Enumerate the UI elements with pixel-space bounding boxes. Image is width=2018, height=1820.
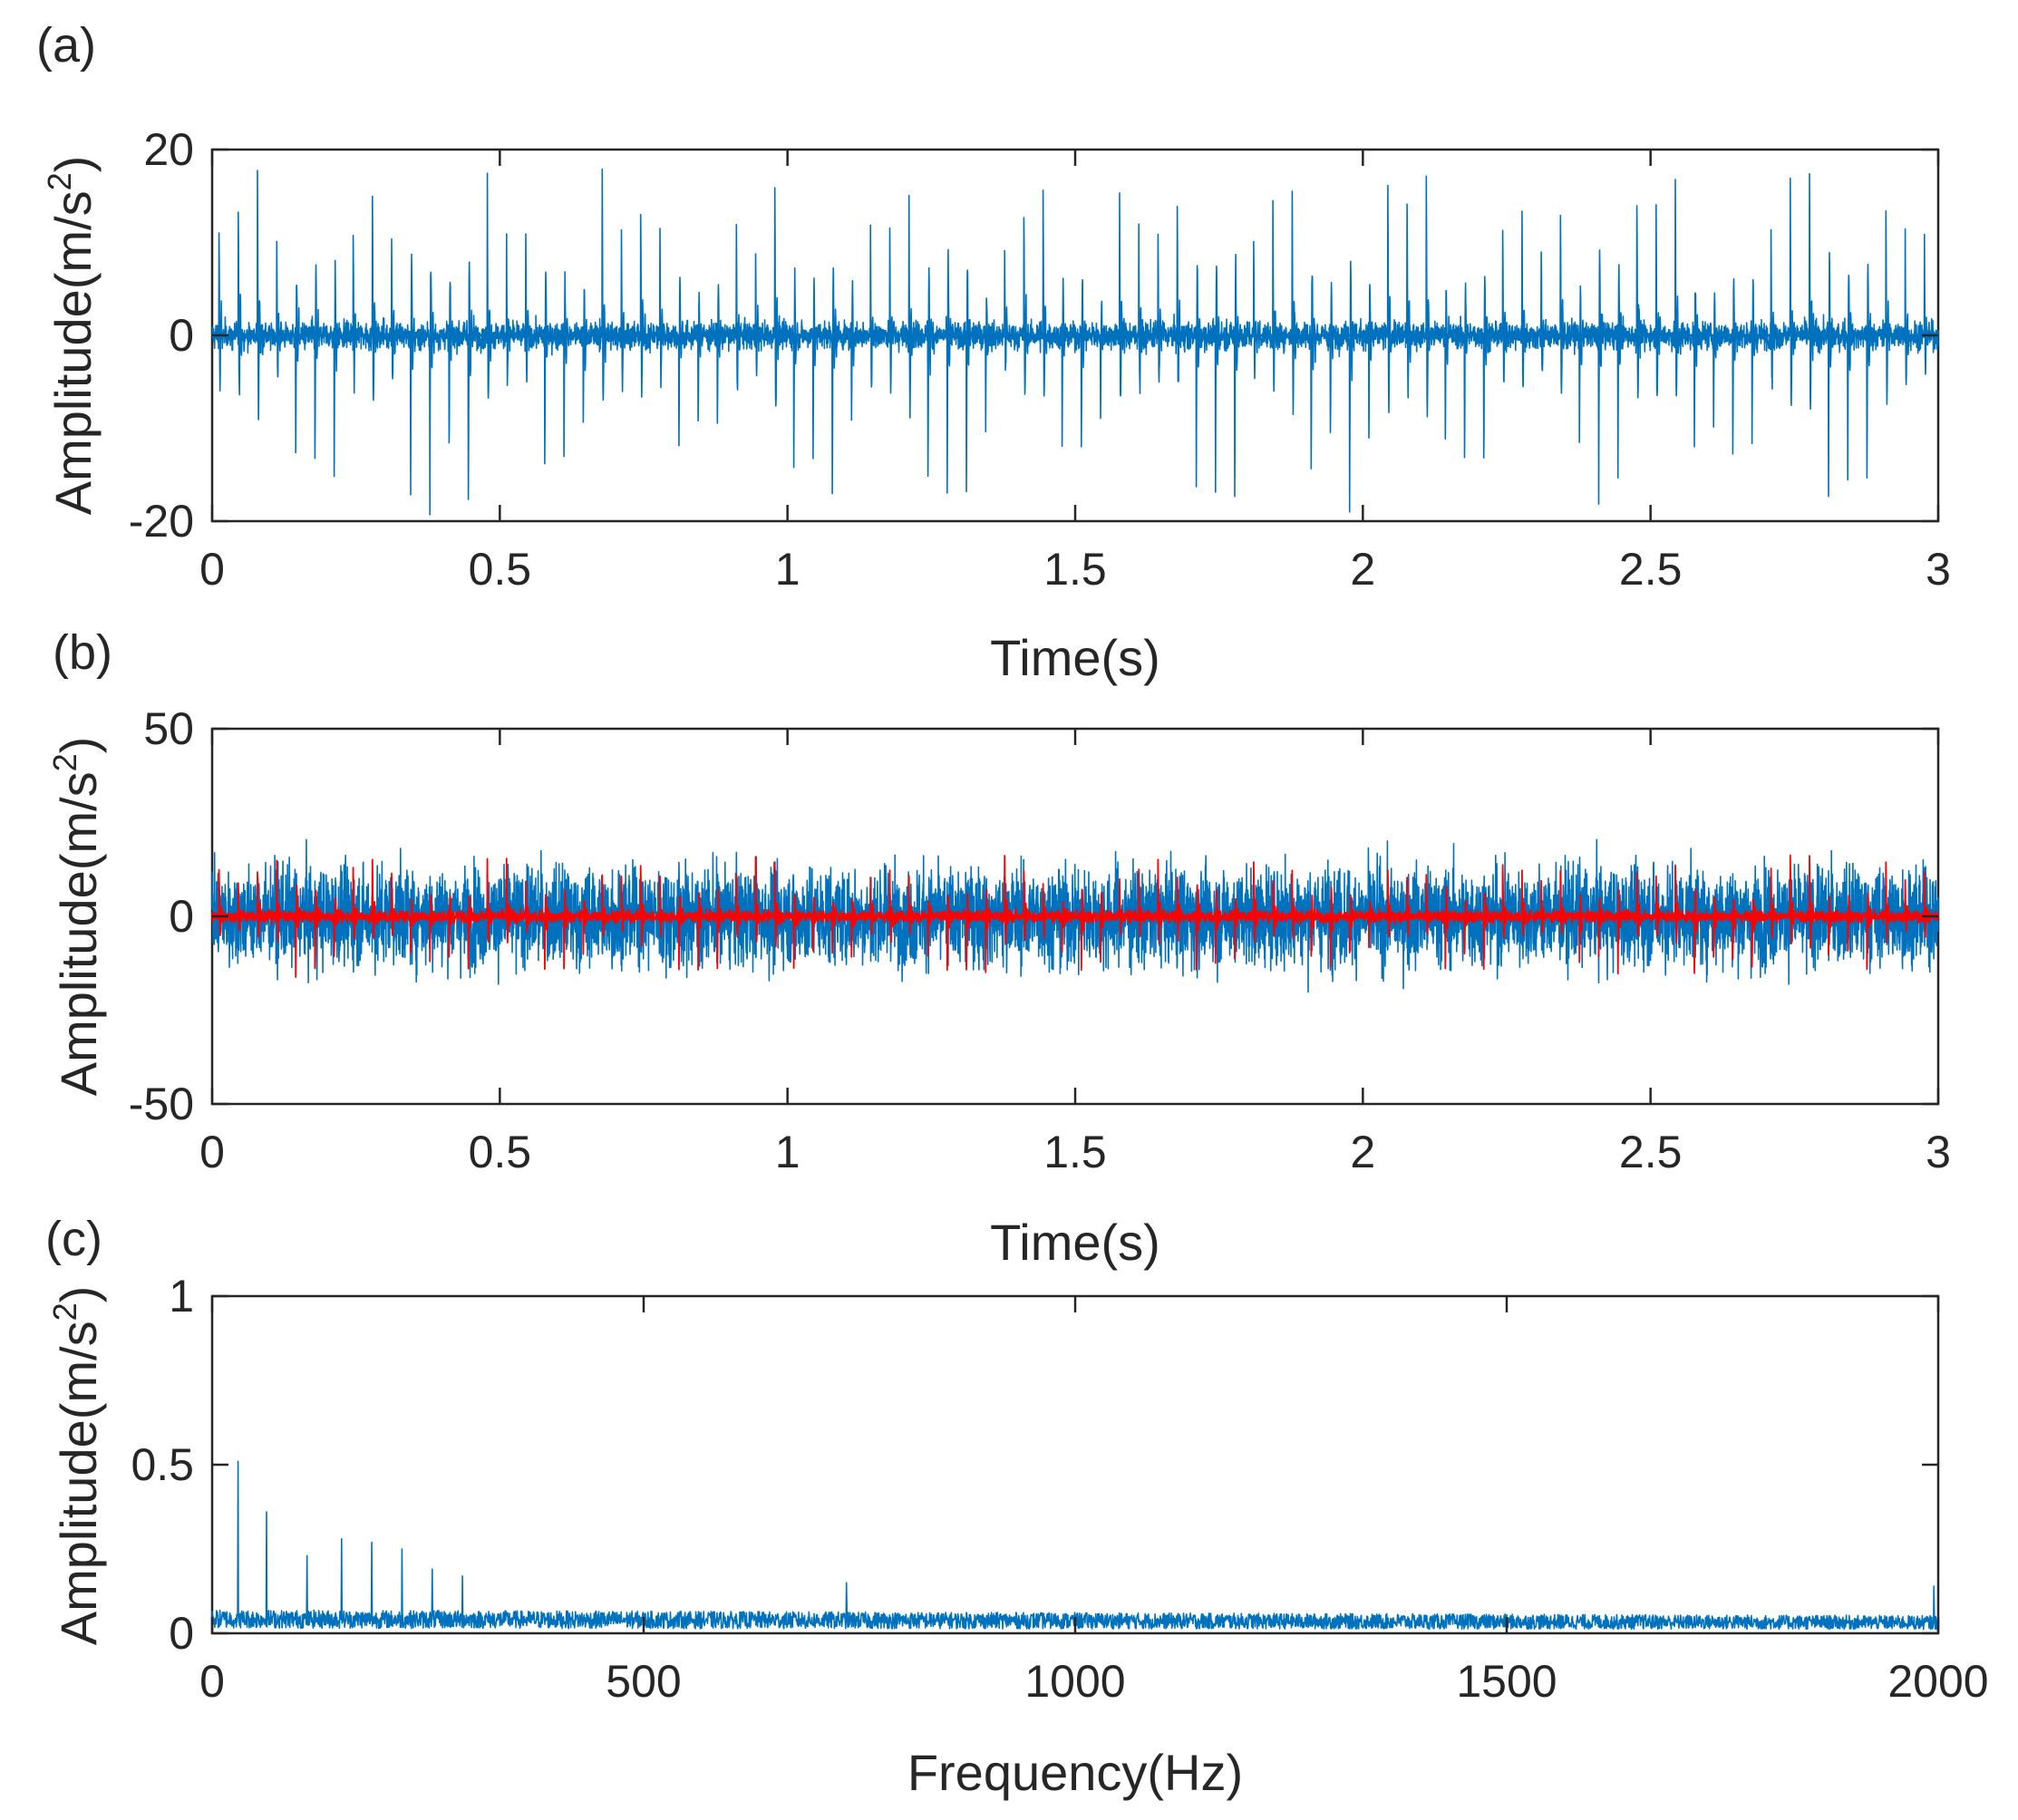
panel-b-xlabel: Time(s)	[990, 1214, 1160, 1271]
x-tick-label: 3	[1926, 544, 1951, 595]
panel-a-ylabel-close: )	[44, 156, 102, 173]
panel-b-ylabel-close: )	[50, 737, 107, 754]
panel-a-ylabel: Amplitude(m/s2)	[41, 156, 102, 516]
original-signal-line	[211, 854, 1939, 978]
x-tick-label: 0	[199, 1656, 225, 1707]
panel-a-ylabel-main: Amplitude(m/s	[44, 190, 102, 515]
y-tick-label: 0	[169, 310, 194, 361]
y-tick-label: -50	[129, 1079, 194, 1129]
spectrum-line	[211, 1460, 1939, 1631]
x-tick-label: 2.5	[1619, 544, 1683, 595]
panel-c-xlabel: Frequency(Hz)	[907, 1744, 1243, 1801]
panel-c-axes-box	[210, 1294, 1940, 1635]
x-tick-label: 3	[1926, 1127, 1951, 1177]
y-tick-label: 0.5	[131, 1439, 194, 1490]
x-tick-label: 0.5	[469, 544, 532, 595]
panel-a-tag: (a)	[36, 18, 96, 73]
y-tick-label: 1	[169, 1271, 194, 1321]
x-tick-label: 2	[1350, 544, 1375, 595]
panel-c-ylabel-main: Amplitude(m/s	[50, 1321, 107, 1645]
panel-c-ticks: 0 500 1000 1500 2000 0 0.5 1	[131, 1271, 1988, 1707]
x-tick-label: 1	[775, 544, 800, 595]
x-tick-label: 1.5	[1043, 1127, 1107, 1177]
panel-c-ylabel: Amplitude(m/s2)	[46, 1286, 107, 1646]
panel-c-ylabel-close: )	[50, 1286, 107, 1303]
y-tick-label: -20	[129, 496, 194, 547]
y-tick-label: 0	[169, 891, 194, 942]
panel-a-ylabel-sup: 2	[41, 172, 78, 190]
y-tick-label: 20	[143, 124, 194, 175]
x-tick-label: 2000	[1887, 1656, 1988, 1707]
panel-c-tag: (c)	[45, 1212, 102, 1266]
x-tick-label: 1500	[1456, 1656, 1557, 1707]
x-tick-label: 0	[199, 1127, 225, 1177]
panel-b-ylabel-main: Amplitude(m/s	[50, 771, 107, 1096]
panel-b-series-original	[211, 854, 1939, 978]
signal-line	[211, 168, 1939, 516]
y-tick-label: 50	[143, 703, 194, 754]
x-tick-label: 2.5	[1619, 1127, 1683, 1177]
panel-c-ylabel-sup: 2	[46, 1302, 83, 1321]
panel-b-series-noisy	[211, 838, 1939, 993]
x-tick-label: 0	[199, 544, 225, 595]
y-tick-label: 0	[169, 1608, 194, 1659]
panel-a-series-signal	[211, 168, 1939, 516]
x-tick-label: 0.5	[469, 1127, 532, 1177]
panel-b-tag: (b)	[53, 625, 112, 680]
x-tick-label: 1	[775, 1127, 800, 1177]
panel-a-xlabel: Time(s)	[990, 629, 1160, 686]
x-tick-label: 1.5	[1043, 544, 1107, 595]
x-tick-label: 2	[1350, 1127, 1375, 1177]
panel-b-ylabel: Amplitude(m/s2)	[46, 737, 107, 1097]
panel-c-series-spectrum	[211, 1460, 1939, 1631]
panel-b-ylabel-sup: 2	[46, 753, 83, 771]
x-tick-label: 1000	[1024, 1656, 1125, 1707]
noisy-signal-line	[211, 838, 1939, 993]
x-tick-label: 500	[606, 1656, 681, 1707]
